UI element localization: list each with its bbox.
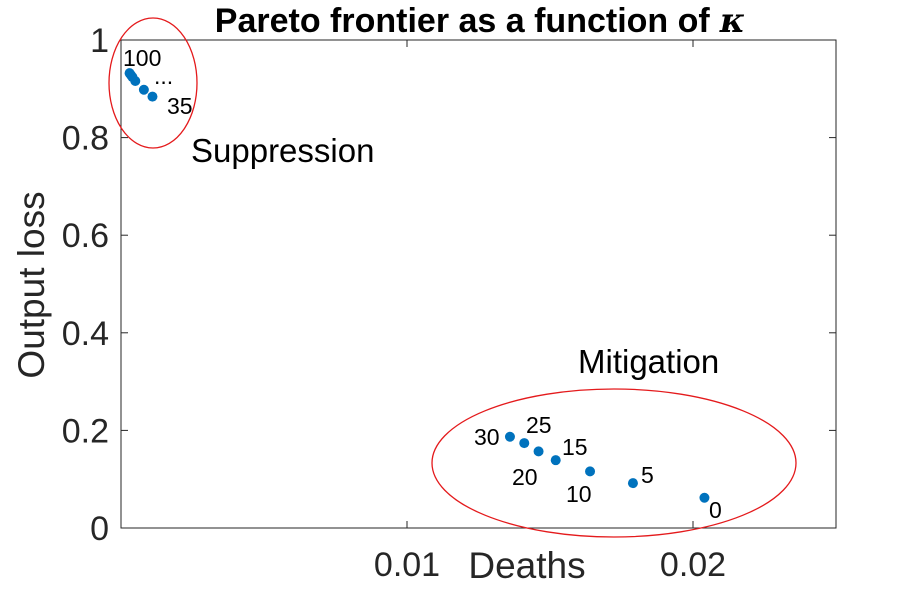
suppression-label: Suppression [191, 132, 374, 169]
axes-box [120, 39, 837, 529]
point-label-20: 20 [512, 464, 538, 490]
data-point [138, 84, 149, 95]
x-tick-label: 0.02 [660, 546, 726, 584]
point-label-35: 35 [167, 93, 193, 119]
data-point [130, 75, 141, 86]
point-label-100: 100 [123, 45, 161, 71]
x-tick-label: 0.01 [374, 546, 440, 584]
data-point [533, 446, 544, 457]
data-point [147, 91, 158, 102]
y-axis-label: Output loss [11, 191, 52, 378]
mitigation-ellipse [431, 388, 797, 538]
y-tick-label: 0 [90, 510, 109, 548]
point-label-5: 5 [641, 462, 654, 488]
data-point [585, 466, 596, 477]
data-point [627, 478, 638, 489]
point-label-10: 10 [566, 481, 592, 507]
data-point [504, 431, 515, 442]
plot-axes [120, 39, 837, 529]
y-tick-label: 0.8 [62, 120, 109, 158]
data-point [699, 492, 710, 503]
suppression-ellipse [108, 17, 198, 149]
x-axis-label: Deaths [468, 545, 585, 586]
data-point [519, 438, 530, 449]
data-points [124, 68, 710, 503]
chart-title-text: Pareto frontier as a function of [215, 2, 711, 40]
y-tick-label: 1 [90, 22, 109, 60]
data-point [550, 455, 561, 466]
mitigation-label: Mitigation [578, 343, 719, 380]
y-tick-label: 0.4 [62, 315, 109, 353]
point-label-ellipsis: ... [154, 63, 173, 89]
point-label-30: 30 [474, 424, 500, 450]
y-tick-label: 0.2 [62, 412, 109, 450]
point-label-15: 15 [562, 434, 588, 460]
point-label-0: 0 [709, 497, 722, 523]
y-tick-label: 0.6 [62, 217, 109, 255]
tick-labels: 0 0.2 0.4 0.6 0.8 1 0.01 0.02 [62, 22, 726, 584]
chart-title: Pareto frontier as a function of κ [215, 1, 745, 41]
chart-title-symbol: κ [719, 1, 745, 41]
point-label-25: 25 [526, 412, 552, 438]
